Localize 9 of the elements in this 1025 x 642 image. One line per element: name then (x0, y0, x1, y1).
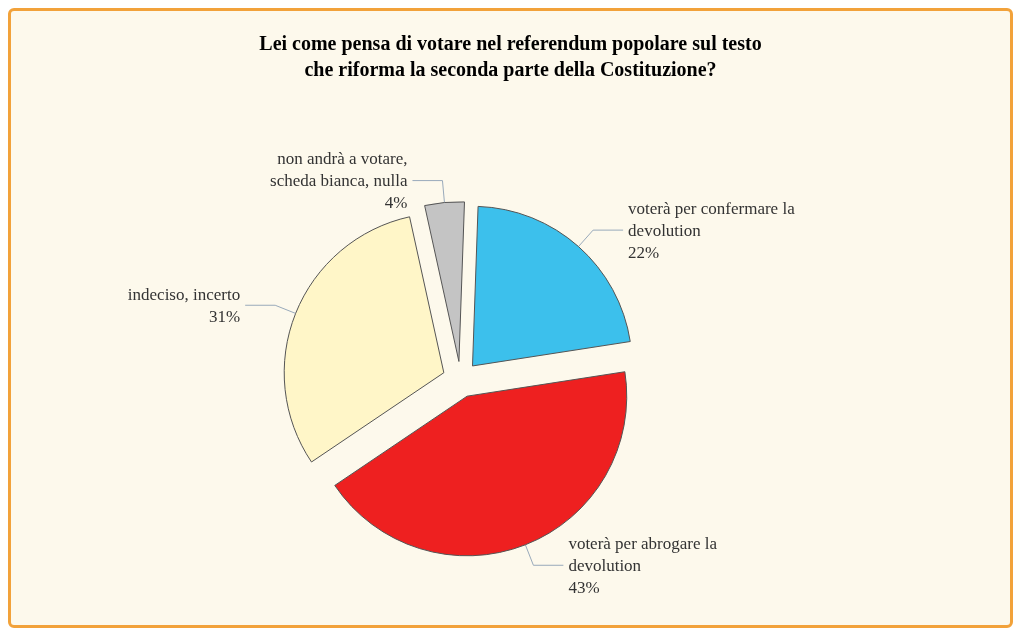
data-label: 43% (568, 577, 600, 597)
slice-label: voterà per confermare la devolution (628, 198, 799, 240)
slice-label: indeciso, incerto (127, 284, 241, 304)
slice-label: non andrà a votare,scheda bianca, nulla (270, 149, 408, 191)
slice-label: voterà per abrogare la devolution (568, 533, 722, 575)
data-label: 31% (209, 306, 241, 326)
data-label: 22% (628, 242, 660, 262)
chart-title: Lei come pensa di votare nel referendum popolare sul testo che riforma la seconda parte della Costituzione? (259, 32, 762, 81)
data-label: 4% (384, 193, 408, 213)
